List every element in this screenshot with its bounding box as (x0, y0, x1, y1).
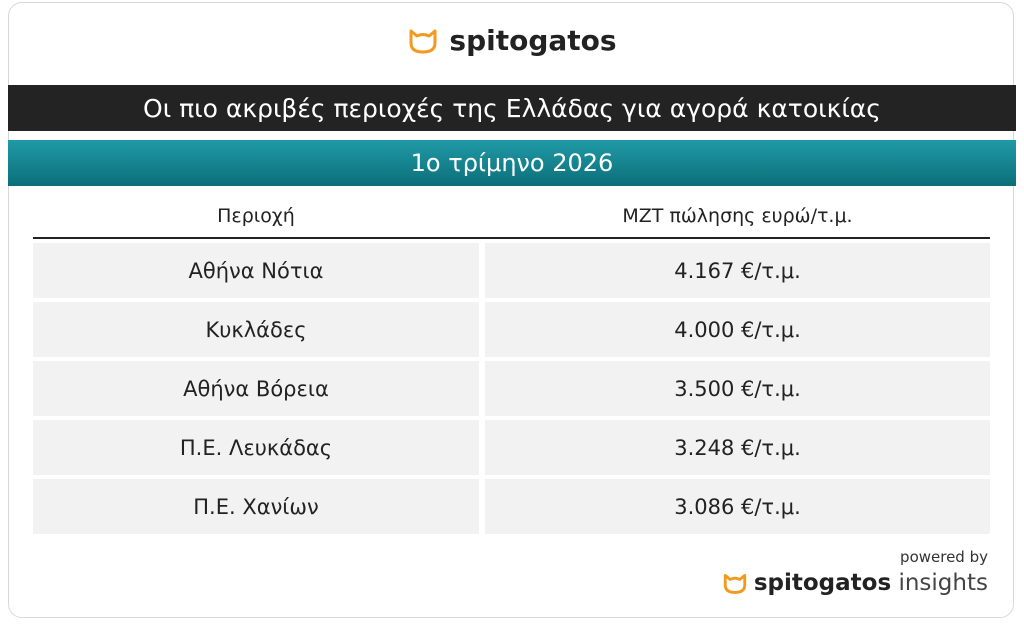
powered-by: powered by (900, 548, 988, 566)
column-header: ΜΖΤ πώλησης ευρώ/τ.μ. (622, 204, 853, 227)
table-cell: Π.Ε. Χανίων (33, 479, 479, 534)
footer: powered by spitogatos insights (722, 548, 988, 596)
title: Οι πιο ακριβές περιοχές της Ελλάδας για … (8, 85, 1016, 131)
table-cell: 3.086 €/τ.μ. (485, 479, 990, 534)
table-row: Κυκλάδες 4.000 €/τ.μ. (33, 302, 990, 357)
column-header: Περιοχή (217, 204, 295, 227)
logo: spitogatos (0, 24, 1024, 57)
header-row: Περιοχή ΜΖΤ πώλησης ευρώ/τ.μ. (33, 194, 990, 239)
table-row: Π.Ε. Χανίων 3.086 €/τ.μ. (33, 479, 990, 534)
logo-icon (723, 573, 747, 594)
card (8, 2, 1014, 618)
logo-icon (409, 29, 437, 53)
table: Περιοχή ΜΖΤ πώλησης ευρώ/τ.μ. Αθήνα Νότι… (33, 194, 990, 534)
table-cell: 3.500 €/τ.μ. (485, 361, 990, 416)
table-cell: 4.000 €/τ.μ. (485, 302, 990, 357)
table-row: Αθήνα Νότια 4.167 €/τ.μ. (33, 243, 990, 298)
logo-text: spitogatos (753, 570, 892, 596)
table-cell: Αθήνα Νότια (33, 243, 479, 298)
table-row: Αθήνα Βόρεια 3.500 €/τ.μ. (33, 361, 990, 416)
logo-text: spitogatos (449, 24, 617, 57)
table-cell: Αθήνα Βόρεια (33, 361, 479, 416)
table-cell: Κυκλάδες (33, 302, 479, 357)
subtitle: 1ο τρίμηνο 2026 (8, 140, 1016, 186)
logo-suffix: insights (898, 570, 988, 596)
table-row: Π.Ε. Λευκάδας 3.248 €/τ.μ. (33, 420, 990, 475)
table-cell: 3.248 €/τ.μ. (485, 420, 990, 475)
table-cell: Π.Ε. Λευκάδας (33, 420, 479, 475)
footer-logo: spitogatos insights (722, 570, 988, 596)
table-cell: 4.167 €/τ.μ. (485, 243, 990, 298)
